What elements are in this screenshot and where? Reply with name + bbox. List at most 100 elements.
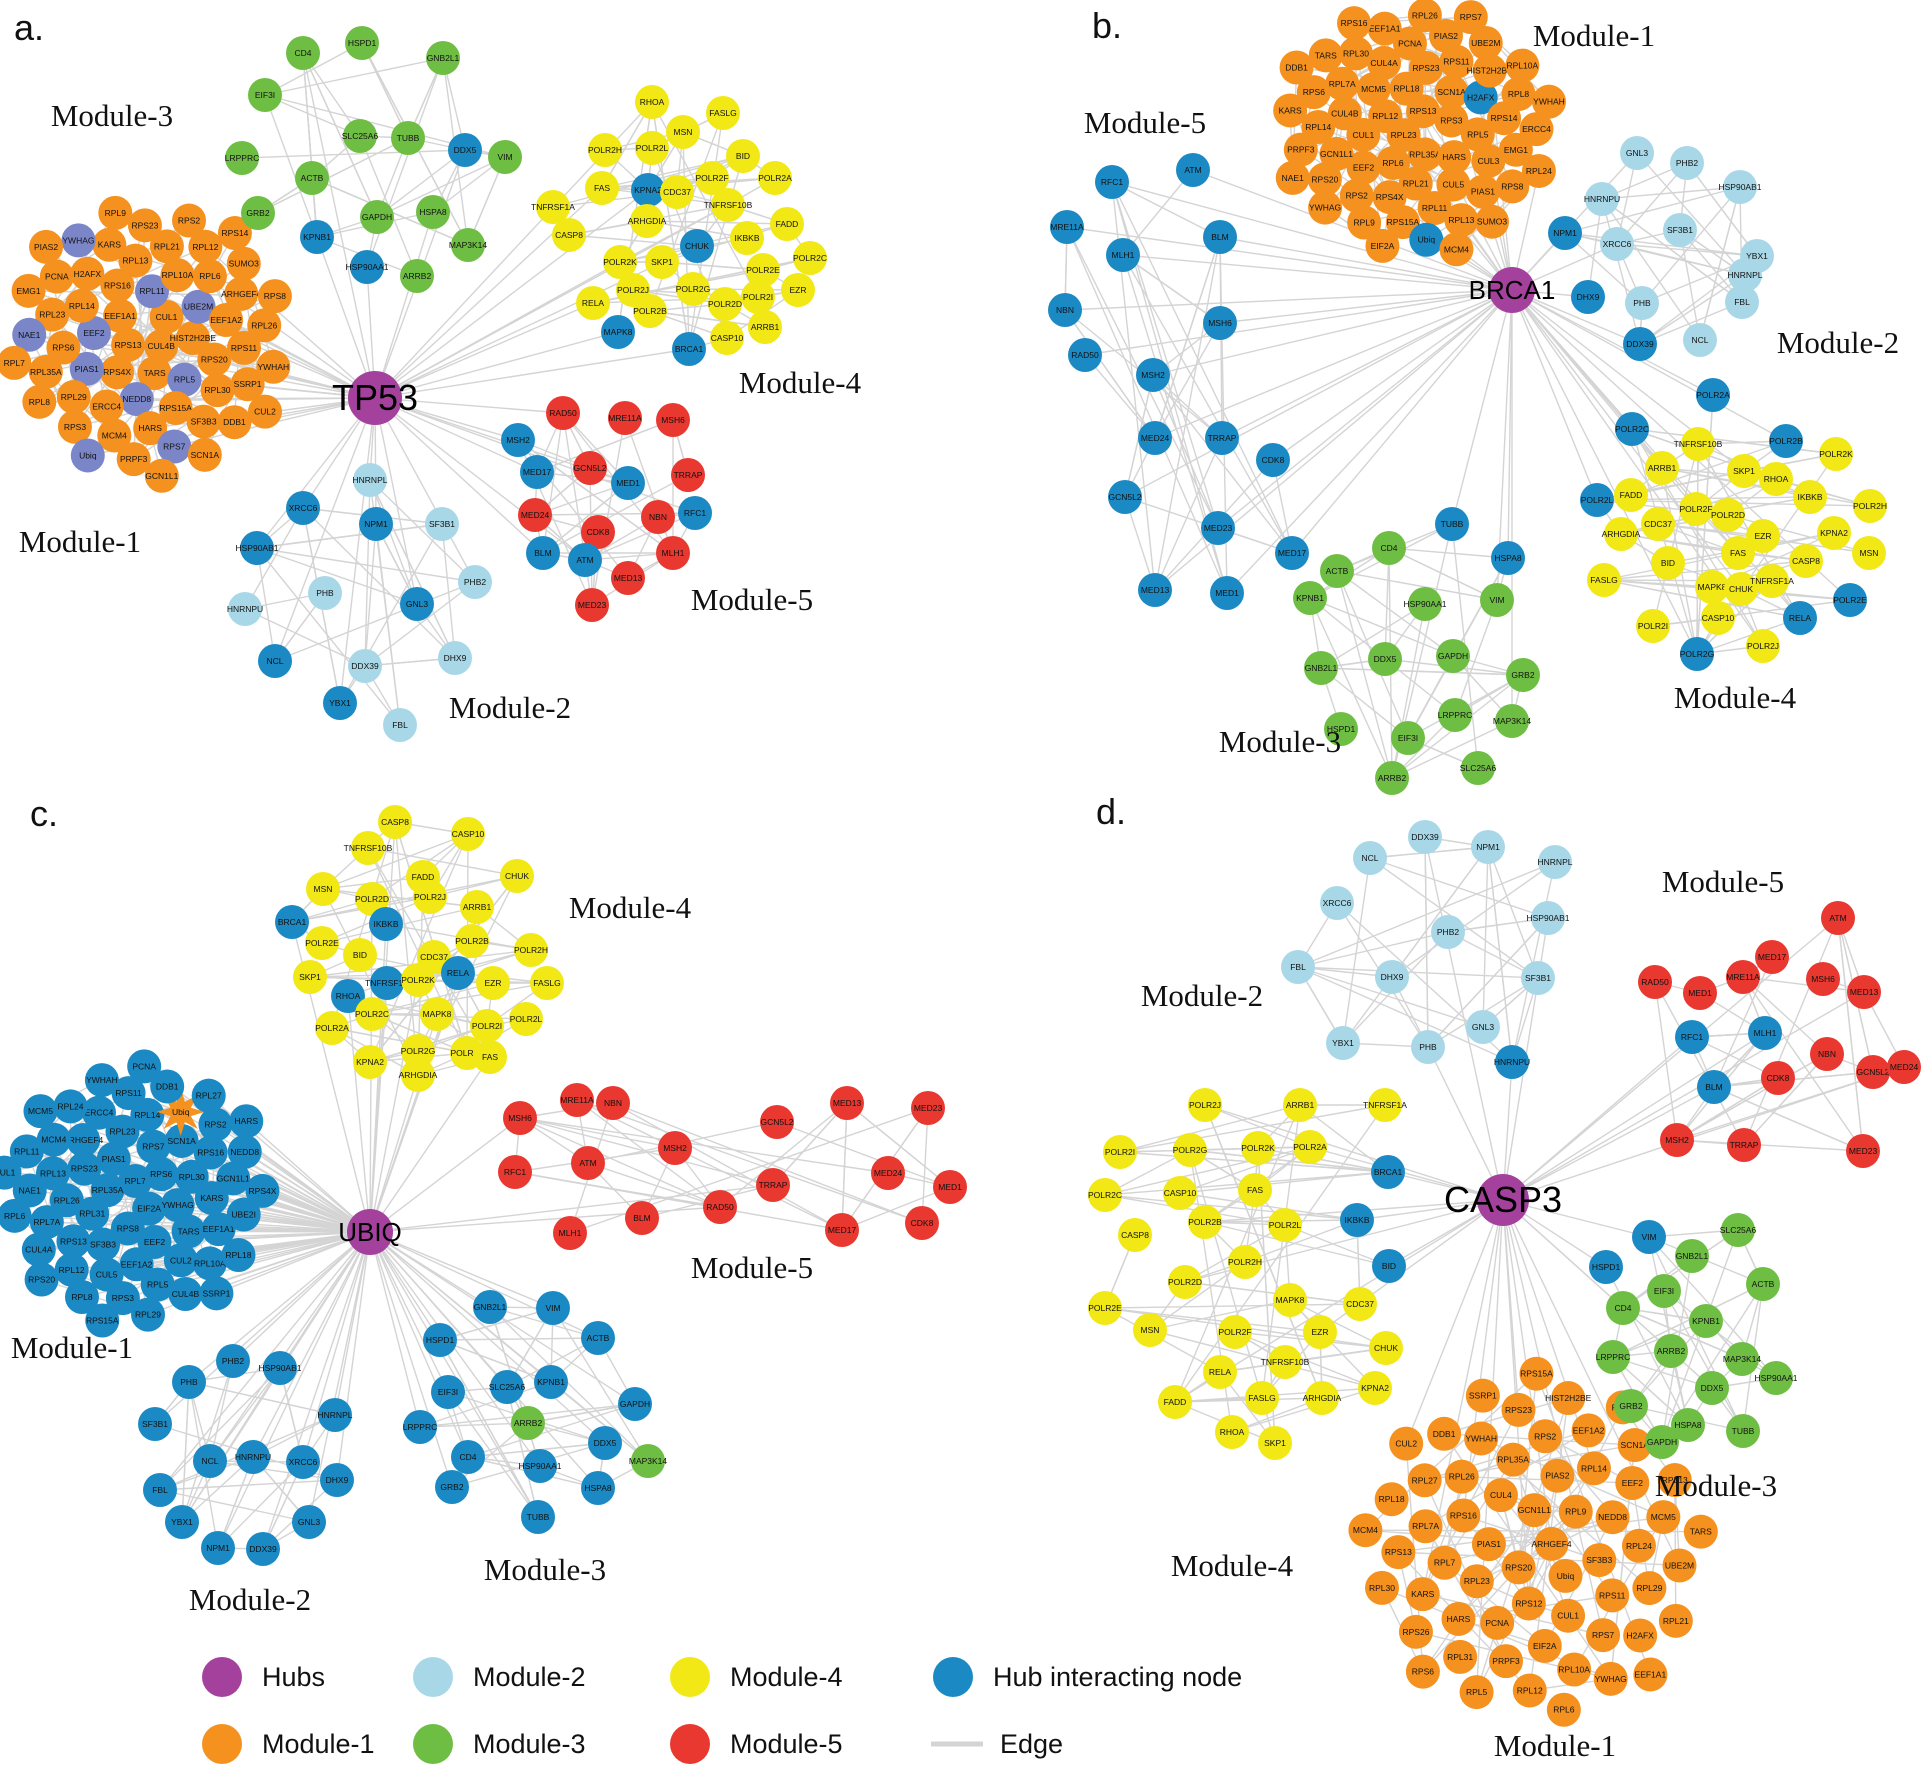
node-CUL4[interactable]: CUL4 (1483, 1478, 1518, 1513)
node-MED13[interactable]: MED13 (611, 561, 645, 595)
hub-UBIQ[interactable]: UBIQ (338, 1209, 402, 1255)
node-RPL31[interactable]: RPL31 (1443, 1639, 1478, 1674)
node-ERCC4[interactable]: ERCC4 (1519, 112, 1554, 147)
node-SF3B3[interactable]: SF3B3 (86, 1227, 121, 1262)
node-DHX9[interactable]: DHX9 (1571, 280, 1605, 314)
node-RPL11[interactable]: RPL11 (1417, 191, 1452, 226)
node-NCL[interactable]: NCL (1353, 841, 1387, 875)
node-KPNB1[interactable]: KPNB1 (1689, 1304, 1723, 1338)
node-MED13[interactable]: MED13 (1847, 975, 1881, 1009)
node-YBX1[interactable]: YBX1 (323, 686, 357, 720)
node-RPL30[interactable]: RPL30 (1364, 1570, 1399, 1605)
node-NBN[interactable]: NBN (1048, 293, 1082, 327)
node-PCNA[interactable]: PCNA (39, 259, 74, 294)
node-SKP1[interactable]: SKP1 (1727, 454, 1761, 488)
node-NPM1[interactable]: NPM1 (1471, 830, 1505, 864)
node-RPL30[interactable]: RPL30 (200, 373, 235, 408)
node-RPS12[interactable]: RPS12 (1511, 1586, 1546, 1621)
node-NAE1[interactable]: NAE1 (1275, 160, 1310, 195)
node-YWHAG[interactable]: YWHAG (61, 223, 96, 258)
node-EEF1A2[interactable]: EEF1A2 (119, 1247, 154, 1282)
node-CDK8[interactable]: CDK8 (1256, 443, 1290, 477)
node-CUL4B[interactable]: CUL4B (1327, 96, 1362, 131)
node-SSRP1[interactable]: SSRP1 (230, 367, 265, 402)
node-CASP8[interactable]: CASP8 (1789, 544, 1823, 578)
node-RHOA[interactable]: RHOA (1215, 1415, 1249, 1449)
node-CASP8[interactable]: CASP8 (552, 218, 586, 252)
node-RPS20[interactable]: RPS20 (24, 1262, 59, 1297)
node-MCM5[interactable]: MCM5 (1356, 72, 1391, 107)
node-RELA[interactable]: RELA (441, 956, 475, 990)
node-SF3B3[interactable]: SF3B3 (186, 404, 221, 439)
node-RPS13[interactable]: RPS13 (56, 1224, 91, 1259)
node-MAP3K14[interactable]: MAP3K14 (449, 228, 488, 262)
node-ARRB2[interactable]: ARRB2 (1654, 1334, 1688, 1368)
node-DDX39[interactable]: DDX39 (1623, 327, 1657, 361)
node-RFC1[interactable]: RFC1 (678, 496, 712, 530)
node-SLC25A6[interactable]: SLC25A6 (489, 1370, 526, 1404)
node-EEF1A1[interactable]: EEF1A1 (103, 298, 138, 333)
node-TRRAP[interactable]: TRRAP (1205, 421, 1239, 455)
node-EEF1A1[interactable]: EEF1A1 (1633, 1657, 1668, 1692)
node-RPS20[interactable]: RPS20 (197, 342, 232, 377)
node-H2AFX[interactable]: H2AFX (70, 256, 105, 291)
node-MRE11A[interactable]: MRE11A (560, 1083, 594, 1117)
node-POLR2L[interactable]: POLR2L (635, 131, 669, 165)
node-GCN5L2[interactable]: GCN5L2 (573, 451, 607, 485)
node-TARS[interactable]: TARS (1683, 1514, 1718, 1549)
node-EIF2A[interactable]: EIF2A (1365, 228, 1400, 263)
node-HSP90AB1[interactable]: HSP90AB1 (1719, 170, 1762, 204)
node-RPL7[interactable]: RPL7 (0, 345, 32, 380)
node-POLR2C[interactable]: POLR2C (355, 997, 389, 1031)
node-CDK8[interactable]: CDK8 (905, 1206, 939, 1240)
node-RPS3[interactable]: RPS3 (1434, 103, 1469, 138)
node-FBL[interactable]: FBL (143, 1473, 177, 1507)
node-VIM[interactable]: VIM (488, 140, 522, 174)
node-RAD50[interactable]: RAD50 (1638, 965, 1672, 999)
node-RPL26[interactable]: RPL26 (1444, 1459, 1479, 1494)
node-RPL9[interactable]: RPL9 (1347, 205, 1382, 240)
node-ARRB1[interactable]: ARRB1 (1645, 451, 1679, 485)
node-FAS[interactable]: FAS (1238, 1173, 1272, 1207)
node-HSP90AB1[interactable]: HSP90AB1 (1527, 901, 1570, 935)
node-NPM1[interactable]: NPM1 (201, 1531, 235, 1565)
node-GCN1L1[interactable]: GCN1L1 (1319, 136, 1354, 171)
node-HSP90AA1[interactable]: HSP90AA1 (1404, 587, 1447, 621)
node-GNL3[interactable]: GNL3 (292, 1505, 326, 1539)
node-XRCC6[interactable]: XRCC6 (1320, 886, 1354, 920)
node-XRCC6[interactable]: XRCC6 (1600, 227, 1634, 261)
node-FADD[interactable]: FADD (1158, 1385, 1192, 1419)
node-POLR2L[interactable]: POLR2L (1580, 483, 1614, 517)
node-CD4[interactable]: CD4 (1606, 1291, 1640, 1325)
node-RPS23[interactable]: RPS23 (1408, 50, 1443, 85)
node-KARS[interactable]: KARS (92, 227, 127, 262)
node-DDB1[interactable]: DDB1 (150, 1069, 185, 1104)
node-MCM4[interactable]: MCM4 (36, 1122, 71, 1157)
node-SLC25A6[interactable]: SLC25A6 (1720, 1213, 1757, 1247)
node-CASP10[interactable]: CASP10 (451, 817, 485, 851)
node-POLR2B[interactable]: POLR2B (455, 924, 489, 958)
node-HSP90AB1[interactable]: HSP90AB1 (236, 531, 279, 565)
node-MED17[interactable]: MED17 (1275, 536, 1309, 570)
node-GAPDH[interactable]: GAPDH (1645, 1425, 1679, 1459)
node-HNRNPU[interactable]: HNRNPU (1494, 1045, 1530, 1079)
node-LRPPRC[interactable]: LRPPRC (225, 141, 259, 175)
node-POLR2G[interactable]: POLR2G (401, 1034, 436, 1068)
node-PRPF3[interactable]: PRPF3 (116, 442, 151, 477)
node-UBE2I[interactable]: UBE2I (226, 1197, 261, 1232)
node-EMG1[interactable]: EMG1 (11, 273, 46, 308)
node-RPS15A[interactable]: RPS15A (1519, 1356, 1554, 1391)
node-ARRB2[interactable]: ARRB2 (400, 259, 434, 293)
node-RPL7[interactable]: RPL7 (118, 1163, 153, 1198)
node-RPS2[interactable]: RPS2 (1339, 178, 1374, 213)
node-RPS11[interactable]: RPS11 (1439, 44, 1474, 79)
node-ACTB[interactable]: ACTB (1746, 1267, 1780, 1301)
node-RPL14[interactable]: RPL14 (64, 288, 99, 323)
node-MLH1[interactable]: MLH1 (656, 536, 690, 570)
node-TNFRSF1A[interactable]: TNFRSF1A (531, 190, 575, 224)
node-NEDD8[interactable]: NEDD8 (227, 1134, 262, 1169)
node-PIAS2[interactable]: PIAS2 (1428, 18, 1463, 53)
node-RPL30[interactable]: RPL30 (1338, 36, 1373, 71)
node-POLR2A[interactable]: POLR2A (758, 161, 792, 195)
node-MSN[interactable]: MSN (666, 115, 700, 149)
